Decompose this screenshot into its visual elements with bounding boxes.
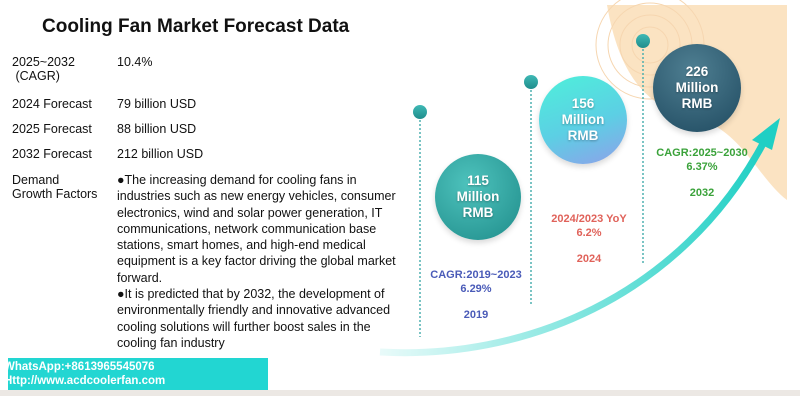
- circle-currency: RMB: [462, 205, 494, 220]
- pin-dot-2019: [413, 105, 427, 119]
- milestone-circle-2032: 226 Million RMB: [653, 44, 741, 132]
- milestone-circle-2024: 156 Million RMB: [539, 76, 627, 164]
- circle-value: 226: [685, 64, 709, 79]
- note-year: 2032: [689, 187, 715, 199]
- note-percent: 6.29%: [460, 283, 492, 295]
- note-percent: 6.37%: [686, 161, 718, 173]
- circle-unit: Million: [456, 189, 500, 204]
- contact-banner: WhatsApp:+8613965545076 Http://www.acdco…: [8, 358, 268, 390]
- milestone-note-2019: CAGR:2019~2023 6.29% 2019: [406, 268, 546, 322]
- value-2025: 88 billion USD: [117, 122, 197, 136]
- circle-value: 156: [571, 96, 595, 111]
- circle-value: 115: [467, 173, 489, 188]
- milestone-note-2024: 2024/2023 YoY 6.2% 2024: [519, 212, 659, 266]
- label-2032: 2032 Forecast: [12, 147, 92, 161]
- milestone-circle-2019: 115 Million RMB: [435, 154, 521, 240]
- circle-unit: Million: [675, 80, 719, 95]
- growth-factors-text: ●The increasing demand for cooling fans …: [117, 173, 396, 350]
- note-year: 2024: [576, 253, 602, 265]
- label-2025: 2025 Forecast: [12, 122, 92, 136]
- label-2024: 2024 Forecast: [12, 97, 92, 111]
- growth-arrow: [379, 138, 769, 357]
- circle-currency: RMB: [681, 96, 713, 111]
- note-label: CAGR:2019~2023: [430, 269, 522, 281]
- website-link[interactable]: Http://www.acdcoolerfan.com: [8, 375, 166, 387]
- whatsapp-contact: WhatsApp:+8613965545076: [8, 361, 155, 373]
- note-label: 2024/2023 YoY: [551, 213, 627, 225]
- note-percent: 6.2%: [576, 227, 602, 239]
- circle-currency: RMB: [567, 128, 599, 143]
- page-title: Cooling Fan Market Forecast Data: [42, 16, 350, 37]
- arrow-head: [752, 118, 780, 150]
- pin-dot-2032: [636, 34, 650, 48]
- label-cagr: 2025~2032 (CAGR): [12, 55, 75, 83]
- value-2024: 79 billion USD: [117, 97, 197, 111]
- note-year: 2019: [463, 309, 489, 321]
- value-2032: 212 billion USD: [117, 147, 204, 161]
- milestone-note-2032: CAGR:2025~2030 6.37% 2032: [632, 146, 772, 200]
- note-label: CAGR:2025~2030: [656, 147, 748, 159]
- value-cagr: 10.4%: [117, 55, 153, 69]
- label-growth-factors: Demand Growth Factors: [12, 173, 98, 201]
- circle-unit: Million: [561, 112, 605, 127]
- bottom-bar: [0, 390, 800, 396]
- pin-dot-2024: [524, 75, 538, 89]
